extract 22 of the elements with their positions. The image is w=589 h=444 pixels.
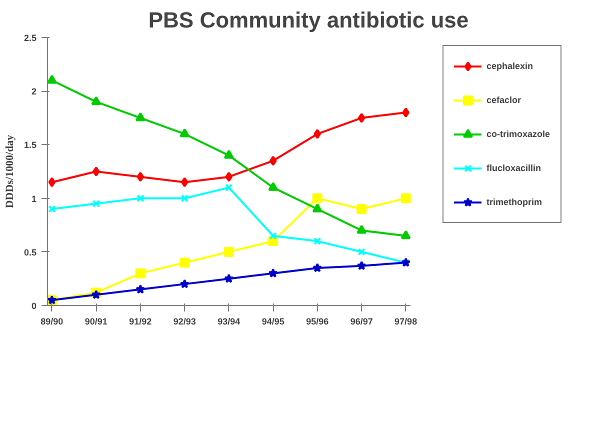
y-tick-label: 1: [31, 194, 37, 204]
legend-label: cephalexin: [486, 61, 534, 71]
x-tick-label: 95/96: [306, 316, 329, 326]
x-tick-label: 93/94: [218, 316, 240, 326]
y-tick-label: 2.5: [24, 33, 37, 43]
y-axis-title: DDDs/1000/day: [4, 134, 16, 208]
y-tick-label: 0: [31, 301, 37, 311]
y-tick-label: 2: [31, 86, 37, 97]
x-tick-label: 97/98: [394, 316, 418, 326]
legend-label: trimethoprim: [486, 197, 542, 207]
x-tick-label: 92/93: [173, 316, 196, 326]
x-tick-label: 94/95: [262, 316, 284, 326]
x-tick-label: 91/92: [129, 316, 152, 326]
x-tick-label: 96/97: [350, 316, 373, 326]
x-tick-label: 90/91: [84, 316, 108, 326]
y-tick-label: 1.5: [24, 140, 37, 150]
legend-label: co-trimoxazole: [486, 129, 550, 139]
x-tick-label: 89/90: [40, 316, 64, 326]
y-tick-label: 0.5: [24, 247, 37, 258]
legend-label: flucloxacillin: [486, 163, 541, 173]
chart-title: PBS Community antibiotic use: [148, 8, 469, 32]
legend-label: cefaclor: [486, 95, 522, 105]
